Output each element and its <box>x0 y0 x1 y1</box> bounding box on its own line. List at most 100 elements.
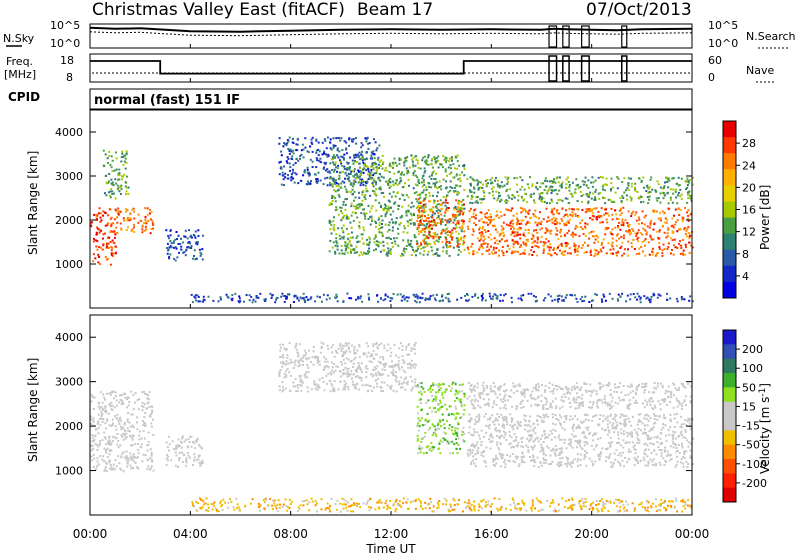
velocity-data-point <box>285 375 288 378</box>
power-data-point <box>416 243 419 245</box>
velocity-data-point <box>108 392 111 395</box>
velocity-data-point <box>98 443 101 446</box>
velocity-data-point <box>145 407 148 410</box>
power-data-point <box>413 223 415 226</box>
power-data-point <box>119 193 122 195</box>
power-data-point <box>545 185 548 188</box>
power-data-point <box>632 293 635 295</box>
velocity-data-point <box>132 393 135 396</box>
power-data-point <box>391 180 394 183</box>
power-data-point <box>377 156 380 159</box>
velocity-data-point <box>134 461 137 464</box>
power-data-point <box>187 245 190 248</box>
velocity-data-point <box>504 466 507 469</box>
power-data-point <box>536 224 539 227</box>
velocity-data-point <box>439 384 442 386</box>
velocity-data-point <box>337 388 340 391</box>
power-data-point <box>584 180 586 183</box>
power-data-point <box>687 197 690 199</box>
power-data-point <box>582 183 585 186</box>
velocity-data-point <box>148 391 151 394</box>
power-data-point <box>412 249 414 251</box>
velocity-data-point <box>341 344 344 347</box>
velocity-data-point <box>330 361 333 364</box>
power-data-point <box>369 210 371 213</box>
power-data-point <box>431 227 433 230</box>
power-data-point <box>398 159 401 162</box>
power-data-point <box>462 240 465 242</box>
power-data-point <box>345 148 348 151</box>
velocity-data-point <box>165 441 168 444</box>
power-data-point <box>424 215 426 218</box>
power-data-point <box>594 207 597 210</box>
velocity-data-point <box>379 361 382 364</box>
power-y-axis-label: Slant Range [km] <box>26 151 40 255</box>
power-data-point <box>434 299 437 302</box>
velocity-data-point <box>668 433 671 436</box>
power-data-point <box>183 235 185 238</box>
velocity-data-point <box>91 459 94 462</box>
power-data-point <box>115 157 118 160</box>
velocity-data-point <box>341 347 344 350</box>
velocity-data-point <box>185 457 188 460</box>
power-data-point <box>285 295 288 298</box>
power-data-point <box>353 183 355 186</box>
velocity-data-point <box>282 360 285 363</box>
power-data-point <box>506 244 509 247</box>
power-data-point <box>287 148 290 150</box>
power-data-point <box>392 191 395 194</box>
velocity-data-point <box>316 356 319 359</box>
power-data-point <box>433 241 436 243</box>
power-data-point <box>386 207 389 210</box>
power-data-point <box>445 161 447 164</box>
velocity-data-point <box>106 447 109 450</box>
velocity-data-point <box>147 465 150 468</box>
power-data-point <box>460 228 463 231</box>
power-data-point <box>333 170 335 173</box>
power-data-point <box>643 186 646 189</box>
power-data-point <box>417 202 420 205</box>
power-data-point <box>666 235 669 238</box>
power-data-point <box>534 244 537 247</box>
power-data-point <box>666 180 669 183</box>
velocity-data-point <box>299 380 302 383</box>
velocity-data-point <box>530 459 532 462</box>
power-data-point <box>526 240 529 243</box>
velocity-data-point <box>111 409 114 412</box>
power-data-point <box>99 220 102 223</box>
velocity-data-point <box>166 453 169 456</box>
power-data-point <box>664 217 667 220</box>
power-data-point <box>410 222 412 225</box>
power-data-point <box>259 292 262 295</box>
power-data-point <box>410 218 413 221</box>
power-data-point <box>330 223 333 226</box>
power-data-point <box>422 175 425 177</box>
power-data-point <box>328 181 331 184</box>
power-data-point <box>186 237 189 240</box>
power-data-point <box>96 248 99 251</box>
power-data-point <box>457 201 460 204</box>
power-data-point <box>110 188 113 190</box>
power-data-point <box>342 170 344 173</box>
power-data-point <box>606 221 609 224</box>
power-data-point <box>314 300 317 303</box>
power-data-point <box>431 216 434 219</box>
power-data-point <box>559 231 562 234</box>
velocity-data-point <box>332 343 334 346</box>
power-data-point <box>310 141 313 144</box>
power-data-point <box>637 236 640 239</box>
power-data-point <box>350 202 353 205</box>
power-data-point <box>298 299 300 302</box>
velocity-data-point <box>292 367 295 369</box>
power-data-point <box>97 253 100 256</box>
velocity-data-point <box>577 457 580 460</box>
velocity-data-point <box>429 447 432 450</box>
power-data-point <box>342 235 345 238</box>
velocity-data-point <box>431 424 434 427</box>
power-data-point <box>300 297 303 300</box>
velocity-data-point <box>529 429 532 432</box>
velocity-data-point <box>305 371 308 374</box>
power-heatmap <box>90 136 694 304</box>
velocity-data-point <box>415 363 417 366</box>
power-data-point <box>340 182 343 185</box>
